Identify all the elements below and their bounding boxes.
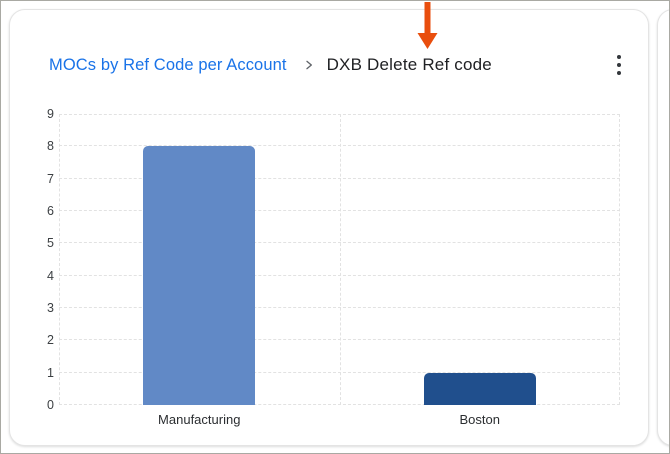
v-gridline [339,114,341,405]
y-axis: 0 1 2 3 4 5 6 7 8 9 [30,107,54,412]
y-tick-label: 2 [47,333,54,348]
x-axis: Manufacturing Boston [59,412,620,432]
x-category-label: Boston [459,412,500,427]
y-tick-label: 8 [47,139,54,154]
v-gridline [59,114,60,405]
card-header: MOCs by Ref Code per Account DXB Delete … [49,52,632,78]
x-category-label: Manufacturing [158,412,241,427]
y-tick-label: 9 [47,107,54,121]
y-tick-label: 5 [47,236,54,251]
y-tick-label: 6 [47,204,54,219]
y-tick-label: 1 [47,365,54,380]
chevron-right-icon [301,57,317,73]
kebab-menu-icon[interactable] [606,50,632,80]
bar-chart: 0 1 2 3 4 5 6 7 8 9 Manufacturing Boston [30,107,628,436]
y-tick-label: 4 [47,268,54,283]
y-tick-label: 0 [47,398,54,412]
y-tick-label: 7 [47,171,54,186]
y-tick-label: 3 [47,301,54,316]
bar-boston[interactable] [423,372,536,405]
adjacent-card-edge [657,9,669,446]
page-title: DXB Delete Ref code [326,55,492,74]
v-gridline [619,114,620,405]
bar-manufacturing[interactable] [143,146,256,405]
kebab-dot [617,71,621,75]
breadcrumb-parent-link[interactable]: MOCs by Ref Code per Account [49,55,287,74]
kebab-dot [617,55,621,59]
plot-area [59,114,620,405]
kebab-dot [617,63,621,67]
chart-card: MOCs by Ref Code per Account DXB Delete … [9,9,649,446]
